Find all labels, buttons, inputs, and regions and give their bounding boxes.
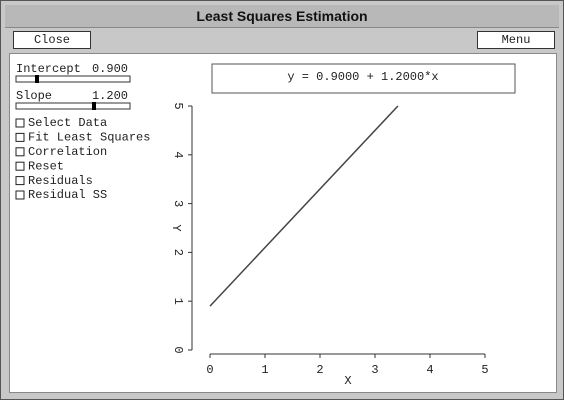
x-tick-label: 5 [481, 363, 488, 377]
x-tick-label: 3 [371, 363, 378, 377]
checkbox-label[interactable]: Reset [28, 159, 64, 173]
slider-label: Intercept [16, 62, 81, 76]
equation: y = 0.9000 + 1.2000*x [287, 70, 438, 84]
checkbox-label[interactable]: Select Data [28, 116, 107, 130]
y-tick-label: 2 [171, 249, 185, 256]
close-button[interactable]: Close [13, 31, 91, 49]
x-tick-label: 1 [261, 363, 268, 377]
checkbox-label[interactable]: Residual SS [28, 188, 107, 202]
slider-track[interactable] [15, 102, 131, 110]
slider-value: 0.900 [92, 62, 128, 76]
checkbox-label[interactable]: Fit Least Squares [28, 131, 150, 145]
window-title: Least Squares Estimation [196, 8, 368, 24]
checkbox[interactable] [15, 118, 25, 128]
y-tick-label: 4 [171, 151, 185, 158]
y-tick-label: 1 [171, 298, 185, 305]
checkbox[interactable] [15, 190, 25, 200]
slider-value: 1.200 [92, 89, 128, 103]
y-tick-label: 5 [171, 102, 185, 109]
y-axis-label: Y [169, 224, 183, 231]
main-panel [9, 53, 557, 393]
checkbox[interactable] [15, 132, 25, 142]
y-tick-label: 0 [171, 346, 185, 353]
x-tick-label: 0 [206, 363, 213, 377]
x-tick-label: 4 [426, 363, 433, 377]
checkbox[interactable] [15, 176, 25, 186]
slider-thumb[interactable] [92, 102, 96, 110]
slider-track[interactable] [15, 75, 131, 83]
y-tick-label: 3 [171, 200, 185, 207]
checkbox[interactable] [15, 147, 25, 157]
x-axis-label: X [344, 374, 351, 388]
checkbox-label[interactable]: Residuals [28, 174, 93, 188]
line [209, 105, 399, 307]
x-tick-label: 2 [316, 363, 323, 377]
slider-thumb[interactable] [35, 75, 39, 83]
slider-label: Slope [16, 89, 52, 103]
equation-box [211, 63, 516, 94]
menu-button[interactable]: Menu [477, 31, 555, 49]
checkbox-label[interactable]: Correlation [28, 145, 107, 159]
checkbox[interactable] [15, 161, 25, 171]
title-bar: Least Squares Estimation [5, 5, 559, 28]
